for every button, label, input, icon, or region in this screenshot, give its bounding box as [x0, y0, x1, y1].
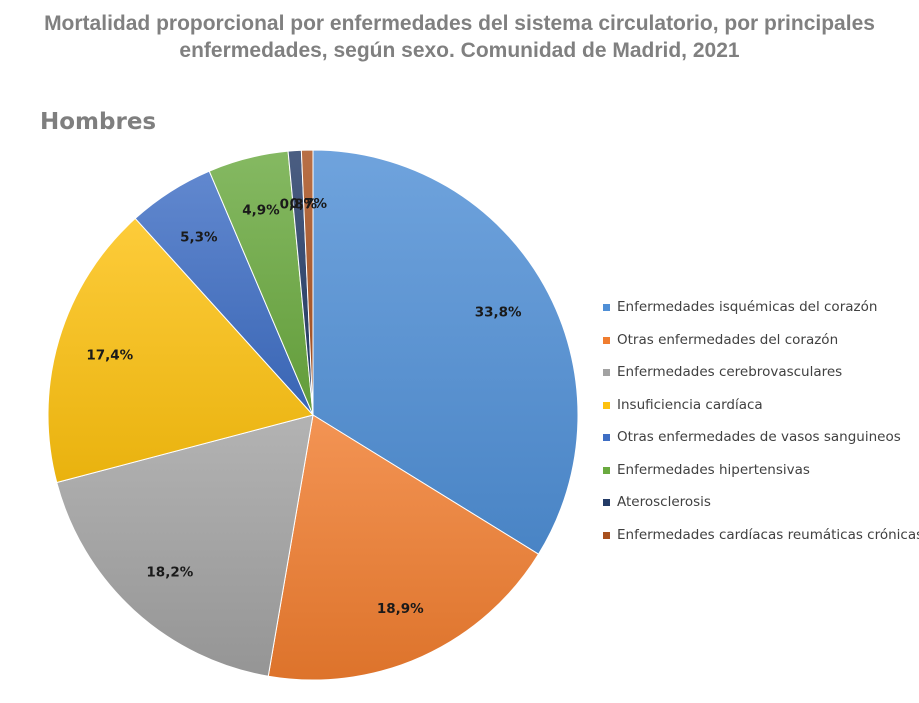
legend-swatch [603, 401, 610, 409]
legend-label: Enfermedades cardíacas reumáticas crónic… [617, 526, 919, 543]
data-label-enfermedades-cardiacas-reumaticas-cronicas: 0,7% [290, 196, 328, 212]
legend-label: Otras enfermedades del corazón [617, 331, 839, 348]
legend-label: Aterosclerosis [617, 494, 711, 510]
pie-slice-insuficiencia-cardiaca [47, 217, 314, 484]
data-label-enfermedades-isquemicas-del-corazon: 33,8% [475, 305, 522, 321]
legend-item-insuficiencia-cardiaca: Insuficiencia cardíaca [603, 397, 919, 430]
legend-swatch [603, 466, 610, 474]
pie-slice-enfermedades-isquemicas-del-corazon [312, 149, 579, 555]
data-label-aterosclerosis: 0,8% [280, 197, 318, 213]
legend-swatch [603, 499, 610, 506]
pie-slice-otras-enfermedades-del-corazon [267, 414, 540, 681]
legend-swatch [603, 304, 610, 311]
legend-item-aterosclerosis: Aterosclerosis [603, 494, 919, 527]
chart-subtitle: Hombres [40, 109, 157, 135]
data-label-enfermedades-cerebrovasculares: 18,2% [146, 564, 193, 580]
legend-item-enfermedades-cardiacas-reumaticas-cronicas: Enfermedades cardíacas reumáticas crónic… [603, 527, 919, 560]
data-label-otras-enfermedades-de-vasos-sanguineos: 5,3% [180, 229, 218, 245]
data-label-insuficiencia-cardiaca: 17,4% [86, 348, 133, 364]
legend-swatch [603, 369, 610, 376]
legend-swatch [603, 336, 610, 344]
legend-label: Insuficiencia cardíaca [617, 396, 763, 413]
data-label-otras-enfermedades-del-corazon: 18,9% [377, 601, 424, 617]
chart-title: Mortalidad proporcional por enfermedades… [44, 12, 875, 62]
legend-item-otras-enfermedades-de-vasos-sanguineos: Otras enfermedades de vasos sanguineos [603, 429, 919, 462]
legend-swatch [603, 531, 610, 539]
legend-label: Enfermedades hipertensivas [617, 461, 810, 478]
legend-swatch [603, 434, 610, 441]
legend-item-enfermedades-isquemicas-del-corazon: Enfermedades isquémicas del corazón [603, 299, 919, 332]
legend-item-enfermedades-cerebrovasculares: Enfermedades cerebrovasculares [603, 364, 919, 397]
legend-item-otras-enfermedades-del-corazon: Otras enfermedades del corazón [603, 332, 919, 365]
chart-legend: Enfermedades isquémicas del corazón Otras… [603, 299, 919, 559]
legend-label: Enfermedades cerebrovasculares [617, 364, 843, 380]
pie-slice-enfermedades-cerebrovasculares [56, 414, 314, 677]
legend-item-enfermedades-hipertensivas: Enfermedades hipertensivas [603, 462, 919, 495]
legend-label: Otras enfermedades de vasos sanguineos [617, 429, 901, 445]
legend-label: Enfermedades isquémicas del corazón [617, 299, 878, 315]
data-label-enfermedades-hipertensivas: 4,9% [242, 202, 280, 218]
pie-slice-enfermedades-cardiacas-reumaticas-cronicas [300, 149, 314, 416]
